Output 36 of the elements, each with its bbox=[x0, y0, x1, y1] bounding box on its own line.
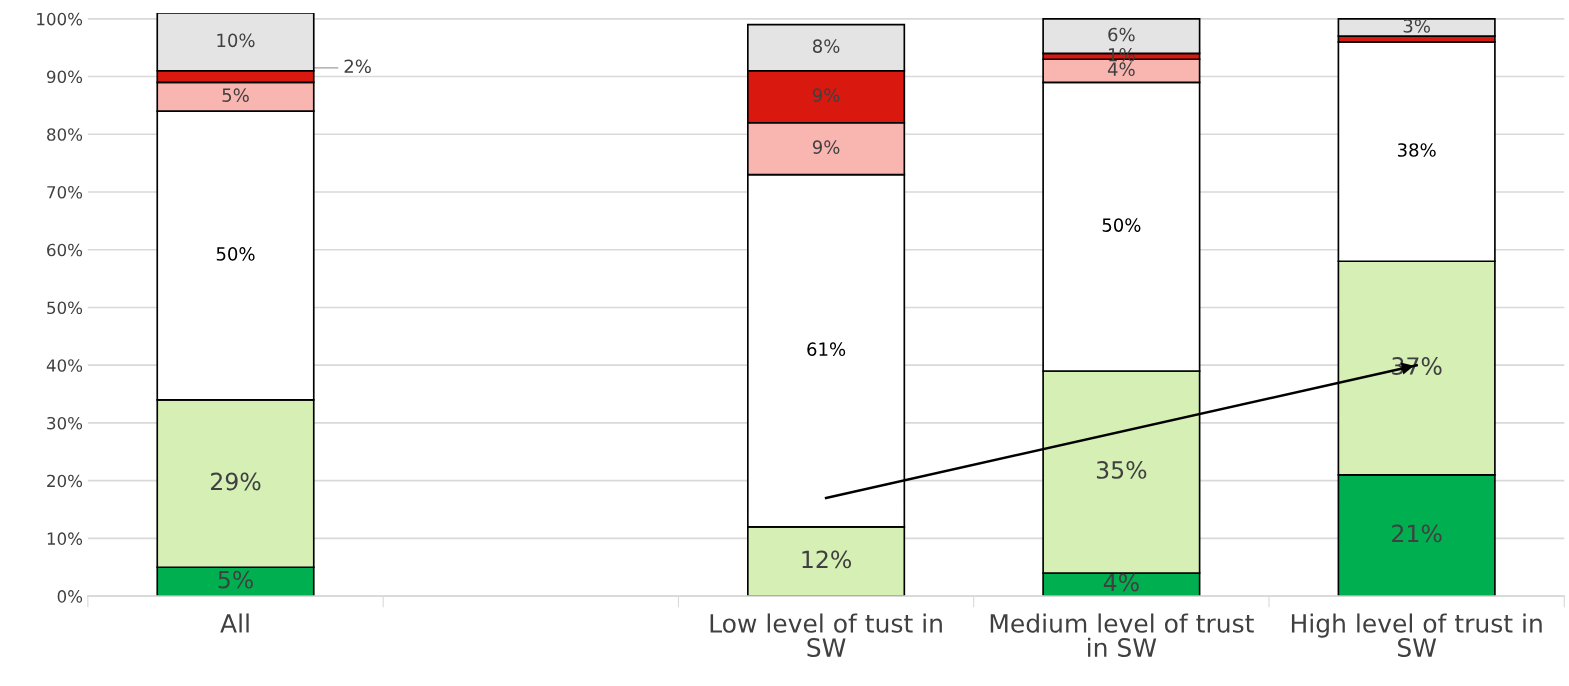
data-label: 5% bbox=[222, 88, 249, 102]
data-label: 5% bbox=[218, 570, 253, 589]
data-label: 37% bbox=[1392, 357, 1442, 375]
y-tick-label: 10% bbox=[47, 532, 83, 545]
data-label: 9% bbox=[812, 88, 840, 102]
data-label: 6% bbox=[1108, 27, 1135, 42]
y-tick-label: 100% bbox=[37, 12, 83, 26]
x-tick-label: Medium level of trust in SW bbox=[990, 613, 1254, 657]
data-label: 3% bbox=[1403, 19, 1430, 33]
data-label: 4% bbox=[1107, 62, 1135, 77]
data-label: 21% bbox=[1392, 524, 1442, 543]
data-label: 8% bbox=[812, 39, 840, 53]
data-label: 29% bbox=[211, 472, 261, 491]
y-tick-label: 30% bbox=[47, 416, 83, 430]
y-tick-label: 0% bbox=[57, 590, 83, 603]
y-tick-label: 60% bbox=[47, 243, 83, 257]
data-label: 9% bbox=[812, 140, 840, 154]
y-tick-label: 20% bbox=[47, 474, 83, 488]
data-label: 38% bbox=[1397, 143, 1436, 157]
data-label: 10% bbox=[217, 33, 255, 48]
data-label: 61% bbox=[807, 342, 846, 357]
x-tick-label: All bbox=[220, 613, 249, 633]
y-tick-label: 40% bbox=[46, 359, 83, 372]
y-tick-label: 70% bbox=[47, 185, 83, 199]
data-label: 35% bbox=[1096, 461, 1147, 479]
data-label: 4% bbox=[1103, 573, 1139, 592]
data-label: 50% bbox=[216, 247, 255, 261]
data-label: 12% bbox=[802, 550, 852, 569]
data-label: 50% bbox=[1102, 218, 1141, 232]
x-tick-label: Low level of tust in SW bbox=[710, 613, 942, 657]
x-tick-label: High level of trust in SW bbox=[1291, 613, 1542, 657]
y-tick-label: 50% bbox=[47, 301, 83, 315]
y-tick-label: 90% bbox=[47, 70, 83, 84]
annotation: 2% bbox=[344, 59, 371, 74]
y-tick-label: 80% bbox=[47, 128, 83, 141]
data-label: 1% bbox=[1109, 47, 1135, 62]
